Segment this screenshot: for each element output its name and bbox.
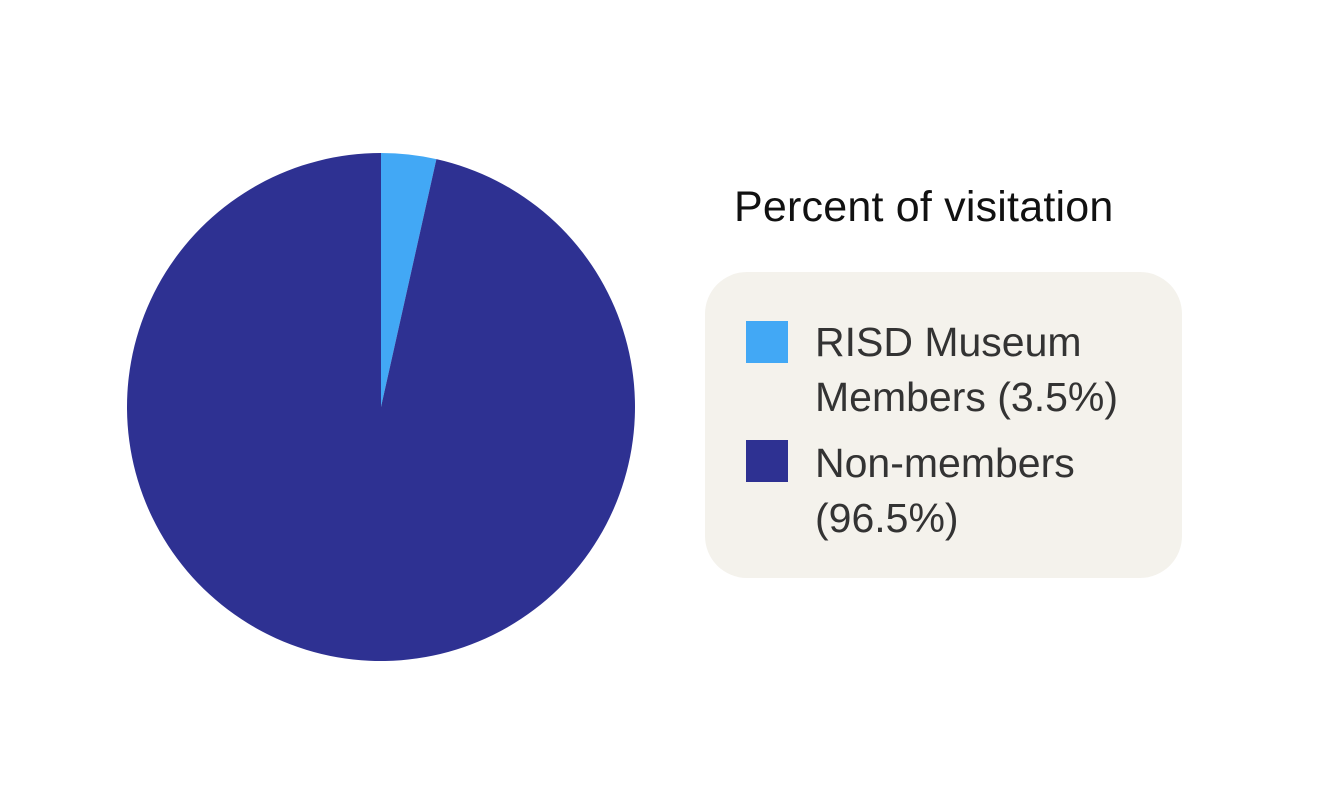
legend-box: RISD Museum Members (3.5%) Non-members (… [705, 272, 1182, 578]
pie-slice-non-members [127, 153, 636, 661]
legend-label-members: RISD Museum Members (3.5%) [815, 319, 1119, 420]
legend-label-non-members: Non-members (96.5%) [815, 440, 1075, 541]
legend-swatch-non-members [746, 440, 788, 482]
legend-swatch-members [746, 321, 788, 363]
legend-title: Percent of visitation [734, 183, 1114, 231]
pie-slice-members [381, 153, 437, 407]
